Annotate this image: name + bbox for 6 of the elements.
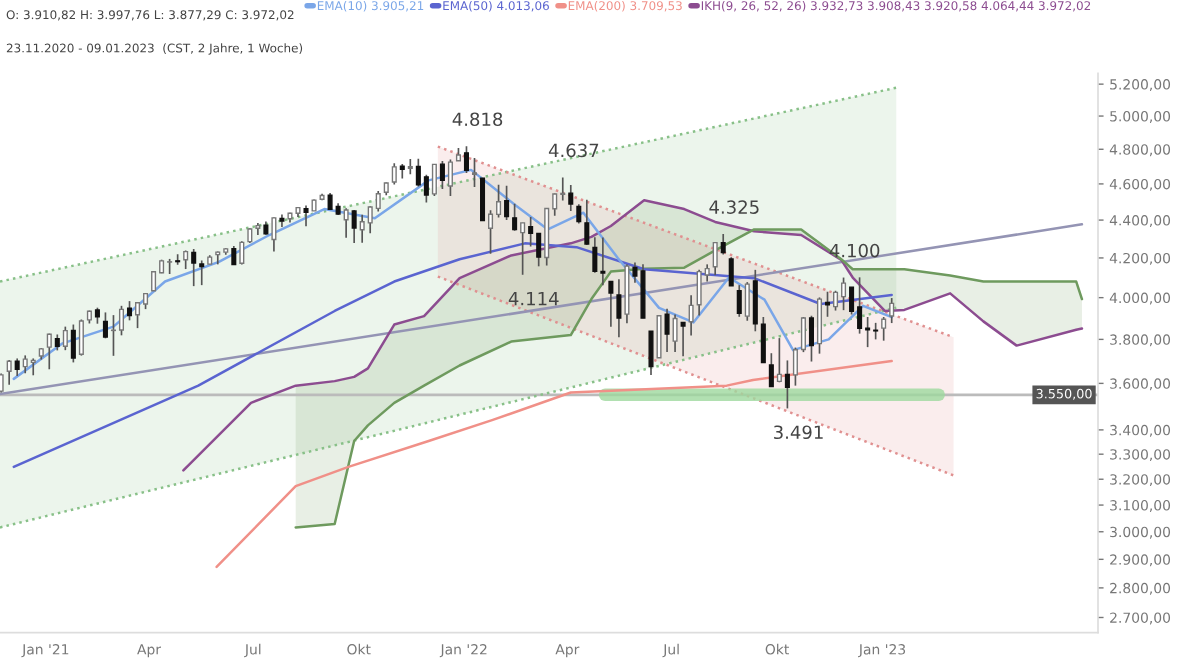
annotation: 4.114 [508,292,559,306]
annotation: 4.325 [709,200,759,214]
annotation: 4.100 [829,243,880,258]
annotation: 4.818 [452,112,503,127]
annotation: 3.491 [774,425,823,440]
annotation: 4.637 [548,143,599,158]
